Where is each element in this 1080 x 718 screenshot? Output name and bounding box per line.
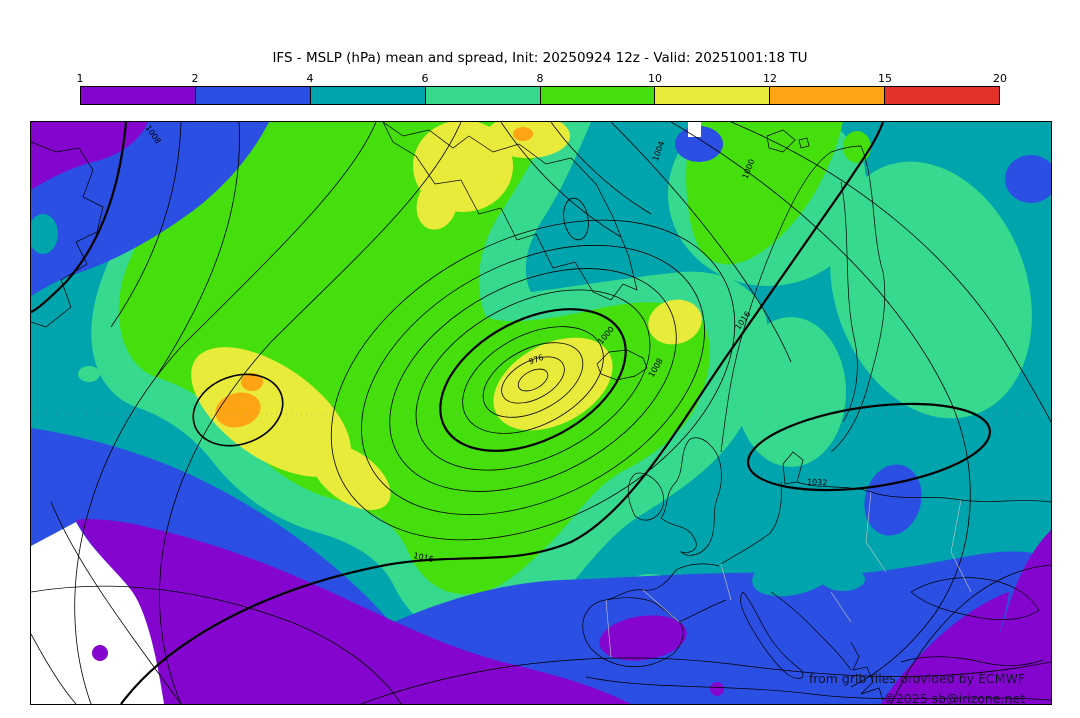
black-sea-coast	[910, 577, 1040, 620]
colorbar-tick-4: 4	[306, 72, 314, 85]
ireland-coast	[627, 472, 664, 521]
colorbar-segments	[80, 86, 1000, 105]
spread-fill-layer	[31, 122, 1051, 704]
colorbar-segment-1-2	[81, 87, 196, 104]
chart-title: IFS - MSLP (hPa) mean and spread, Init: …	[272, 50, 808, 66]
colorbar-segment-12-15	[770, 87, 886, 104]
contour-label-1032: 1032	[807, 477, 828, 487]
colorbar-tick-8: 8	[536, 72, 544, 85]
colorbar-segment-8-10	[540, 87, 656, 104]
greenland-coast	[382, 122, 638, 301]
colorbar-segment-6-8	[425, 87, 541, 104]
coastlines	[31, 122, 1051, 701]
north-africa-coast	[585, 676, 1051, 701]
italy-coast	[740, 591, 804, 679]
attribution-copyright: ©2025 sb@irizone.net	[883, 691, 1025, 706]
contour-label-1016: 1016	[413, 551, 435, 564]
colorbar-segment-15-20	[885, 87, 999, 104]
colorbar-segment-4-6	[310, 87, 426, 104]
colorbar-tick-20: 20	[993, 72, 1007, 85]
colorbar-tick-labels: 1 2 4 6 8 10 12 15 20	[76, 72, 1008, 85]
map-area: 976 1000 1008 1016 1016 1032 1004 1000 1008 from…	[30, 121, 1052, 706]
colorbar-tick-15: 15	[878, 72, 892, 85]
iberia-coast	[582, 597, 684, 668]
colorbar-segment-10-12	[655, 87, 771, 104]
colorbar-tick-12: 12	[763, 72, 777, 85]
scandinavia-coast	[720, 145, 886, 453]
country-borders	[605, 491, 972, 658]
colorbar: 1 2 4 6 8 10 12 15 20	[76, 72, 1008, 106]
colorbar-tick-6: 6	[421, 72, 429, 85]
colorbar-tick-2: 2	[191, 72, 199, 85]
colorbar-segment-2-4	[195, 87, 311, 104]
attribution-source: from grib files provided by ECMWF	[808, 671, 1025, 686]
iceland-coast	[596, 349, 648, 381]
greece-coast	[850, 641, 884, 701]
contour-lines	[31, 122, 1051, 704]
colorbar-tick-1: 1	[76, 72, 84, 85]
britain-coast	[660, 437, 722, 556]
colorbar-tick-10: 10	[648, 72, 662, 85]
